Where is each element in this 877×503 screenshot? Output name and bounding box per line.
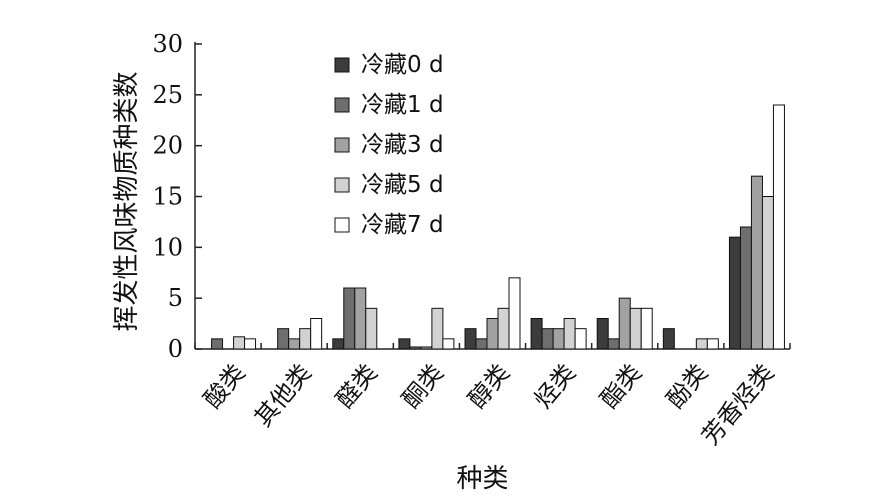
x-tick-label: 酸类: [198, 359, 250, 414]
x-tick-label: 芳香烃类: [696, 359, 779, 451]
bar: [233, 336, 246, 350]
bar: [354, 287, 367, 350]
y-tick-label: 25: [152, 81, 183, 109]
legend-label: 冷藏0 d: [361, 52, 444, 78]
y-tick-label: 0: [168, 335, 183, 363]
y-tick-label: 20: [152, 132, 183, 160]
legend-swatch: [334, 217, 350, 233]
bar: [288, 338, 301, 350]
bar: [530, 318, 543, 350]
bars: [211, 104, 785, 350]
y-axis: 0 5 10 15 20 25 30: [152, 30, 202, 363]
bar: [475, 338, 488, 350]
x-tick-label: 醛类: [331, 359, 383, 414]
bar: [640, 307, 653, 350]
bar: [409, 346, 422, 350]
bar: [332, 338, 345, 350]
bar: [739, 226, 752, 350]
bar: [607, 338, 620, 350]
bar: [431, 307, 444, 350]
bar: [299, 328, 312, 350]
bar: [761, 196, 774, 350]
bar: [662, 328, 675, 350]
bar: [464, 328, 477, 350]
bar: [343, 287, 356, 350]
bar: [244, 338, 257, 350]
bar: [728, 236, 741, 350]
bar: [497, 307, 510, 350]
y-tick-label: 30: [152, 30, 183, 58]
bar: [310, 318, 323, 350]
bar: [365, 307, 378, 350]
x-tick-label: 酯类: [595, 359, 647, 414]
y-axis-title: 挥发性风味物质种类数: [112, 71, 142, 331]
legend-label: 冷藏5 d: [361, 172, 444, 198]
x-tick-label: 酚类: [661, 359, 713, 414]
legend-swatch: [334, 57, 350, 73]
bar: [277, 328, 290, 350]
bar: [508, 277, 521, 350]
bar: [750, 175, 763, 350]
legend: 冷藏0 d 冷藏1 d 冷藏3 d 冷藏5 d 冷藏7 d: [334, 52, 444, 238]
bar: [442, 338, 455, 350]
bar: [420, 346, 433, 350]
legend-label: 冷藏1 d: [361, 92, 444, 118]
y-tick-label: 5: [168, 284, 183, 312]
x-tick-label: 醇类: [463, 359, 515, 414]
x-tick-label: 酮类: [397, 359, 449, 414]
bar: [772, 104, 785, 350]
legend-label: 冷藏7 d: [361, 212, 444, 238]
bar: [596, 318, 609, 350]
legend-swatch: [334, 97, 350, 113]
bar: [486, 318, 499, 350]
bar: [574, 328, 587, 350]
legend-swatch: [334, 137, 350, 153]
x-tick-label: 其他类: [249, 359, 317, 432]
bar: [706, 338, 719, 350]
x-tick-label: 烃类: [529, 359, 581, 414]
bar: [695, 338, 708, 350]
legend-swatch: [334, 177, 350, 193]
y-tick-label: 15: [152, 183, 183, 211]
x-axis-title: 种类: [456, 464, 508, 494]
bar: [563, 318, 576, 350]
bar: [552, 328, 565, 350]
bar: [211, 338, 224, 350]
legend-label: 冷藏3 d: [361, 132, 444, 158]
y-tick-label: 10: [152, 233, 183, 261]
bar: [618, 297, 631, 350]
bar: [629, 307, 642, 350]
bar: [541, 328, 554, 350]
bar: [398, 338, 411, 350]
